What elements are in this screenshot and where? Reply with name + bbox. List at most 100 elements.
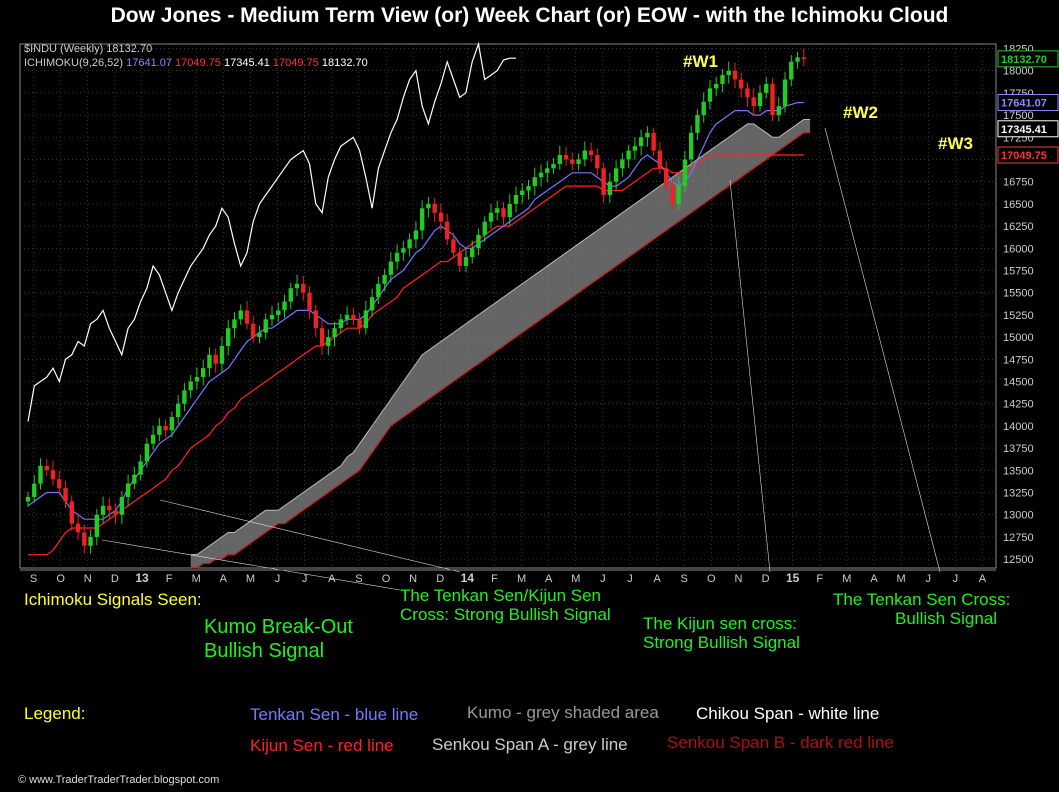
candle-body xyxy=(238,310,243,320)
candle-body xyxy=(557,155,562,164)
x-tick-label: J xyxy=(600,573,606,585)
senkou-span-a-line xyxy=(190,118,811,556)
candle-body xyxy=(319,328,325,346)
ichimoku-value: 17345.41 xyxy=(224,57,273,69)
kumo-cloud xyxy=(190,118,811,569)
candle-body xyxy=(526,186,531,191)
candle-body xyxy=(563,155,569,160)
price-tag-box xyxy=(997,94,1059,112)
y-tick-label: 15250 xyxy=(1003,310,1034,322)
annotation-pointers xyxy=(101,127,941,591)
x-tick-label: J xyxy=(953,573,959,585)
candle-body xyxy=(457,252,462,267)
x-tick-label: N xyxy=(734,573,742,585)
candle-body xyxy=(357,319,362,329)
candle-body xyxy=(638,137,644,147)
y-tick-label: 14000 xyxy=(1003,421,1034,433)
y-tick-label: 18000 xyxy=(1003,66,1034,78)
candle-body xyxy=(801,57,806,59)
x-tick-label: D xyxy=(111,573,119,585)
senkou-span-b-line xyxy=(190,132,811,569)
candle-body xyxy=(276,310,281,315)
candle-body xyxy=(407,239,412,249)
x-tick-label: M xyxy=(192,573,201,585)
candle-body xyxy=(263,319,268,333)
wave-label-w3: #W3 xyxy=(938,134,973,153)
candle-body xyxy=(338,319,344,329)
x-axis: S O N D 13 F M A M J J A S O N D 14 F M A M J J A S O N D 15 F M A M J J A xyxy=(20,569,996,585)
candle-body xyxy=(232,319,237,329)
candle-body xyxy=(157,425,162,435)
ichimoku-value: 18132.70 xyxy=(322,57,368,69)
candle-body xyxy=(607,181,613,195)
candle-body xyxy=(588,150,594,156)
candle-body xyxy=(150,434,156,444)
candle-body xyxy=(613,168,619,182)
y-tick-label: 13750 xyxy=(1003,443,1034,455)
candle-body xyxy=(770,83,775,116)
price-tag-label: 18132.70 xyxy=(1001,54,1047,66)
candle-body xyxy=(388,261,394,275)
candle-body xyxy=(144,443,150,462)
x-tick-label: N xyxy=(84,573,92,585)
tk-cross-line1: The Tenkan Sen/Kijun Sen xyxy=(400,586,601,605)
price-tag-label: 17345.41 xyxy=(1001,124,1047,136)
candle-body xyxy=(394,252,400,262)
candle-body xyxy=(32,483,37,497)
tk-cross-annotation: The Tenkan Sen/Kijun Sen Cross: Strong B… xyxy=(400,586,611,624)
candle-body xyxy=(363,310,369,329)
candle-body xyxy=(620,159,625,169)
candle-body xyxy=(38,465,43,484)
candle-body xyxy=(444,221,450,240)
candle-body xyxy=(701,101,706,116)
y-tick-label: 13250 xyxy=(1003,488,1034,500)
candle-body xyxy=(163,425,168,431)
candle-body xyxy=(782,79,788,107)
candle-body xyxy=(401,248,406,253)
kumo-breakout-line1: Kumo Break-Out xyxy=(204,616,353,638)
x-tick-label: S xyxy=(355,573,362,585)
x-tick-label: M xyxy=(571,573,580,585)
y-tick-label: 13500 xyxy=(1003,465,1034,477)
kijun-cross-line2: Strong Bullish Signal xyxy=(643,632,800,652)
tk-cross-line2: Cross: Strong Bullish Signal xyxy=(400,604,611,624)
legend-tenkan: Tenkan Sen - blue line xyxy=(250,705,419,724)
x-tick-label: O xyxy=(56,573,65,585)
ichimoku-value: 17049.75 xyxy=(273,57,322,69)
candle-body xyxy=(495,208,500,213)
kijun-cross-line1: The Kijun sen cross: xyxy=(643,614,798,633)
candle-body xyxy=(651,132,656,151)
candle-body xyxy=(789,61,794,80)
y-tick-label: 16500 xyxy=(1003,199,1034,211)
y-tick-label: 15750 xyxy=(1003,265,1034,277)
candle-body xyxy=(520,190,525,195)
x-tick-label: A xyxy=(220,573,228,585)
candle-body xyxy=(282,301,287,311)
pointer-line xyxy=(159,499,461,573)
x-tick-label: 15 xyxy=(786,571,800,585)
x-tick-label: A xyxy=(328,573,336,585)
candle-body xyxy=(695,115,700,133)
candle-body xyxy=(501,208,506,218)
y-tick-label: 12500 xyxy=(1003,554,1034,566)
candle-body xyxy=(707,88,713,102)
candle-body xyxy=(82,532,87,546)
ichimoku-value: 17641.07 xyxy=(126,57,175,69)
price-tags: 18132.70 17641.07 17345.41 17049.75 xyxy=(997,50,1059,164)
y-tick-label: 15500 xyxy=(1003,288,1034,300)
candle-body xyxy=(326,337,331,346)
candle-body xyxy=(69,501,74,524)
legend-chikou: Chikou Span - white line xyxy=(696,704,880,723)
y-tick-label: 13000 xyxy=(1003,510,1034,522)
candle-body xyxy=(376,283,381,298)
candle-body xyxy=(682,159,688,187)
candle-body xyxy=(626,150,631,160)
candle-body xyxy=(169,417,175,431)
x-tick-label: O xyxy=(382,573,391,585)
candle-body xyxy=(576,159,581,164)
y-tick-label: 17500 xyxy=(1003,110,1034,122)
candle-body xyxy=(632,146,638,151)
candle-body xyxy=(676,186,681,204)
price-tag-label: 17049.75 xyxy=(1001,150,1047,162)
candle-body xyxy=(663,168,669,187)
